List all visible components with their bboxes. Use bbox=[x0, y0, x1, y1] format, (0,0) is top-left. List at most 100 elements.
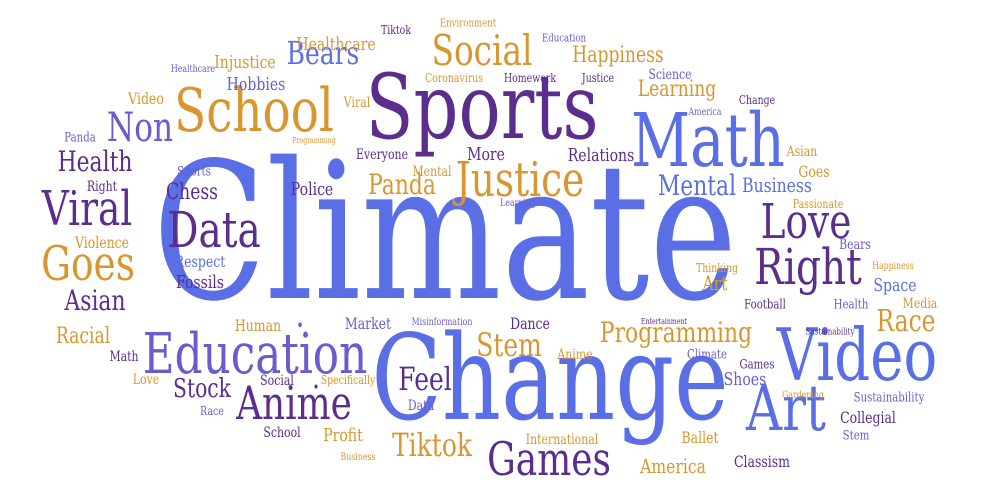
word-coronavirus: Coronavirus bbox=[424, 71, 484, 85]
word-media: Media bbox=[902, 296, 938, 312]
word-education-2: Education bbox=[541, 31, 587, 45]
word-asian: Asian bbox=[64, 284, 126, 317]
word-race: Race bbox=[876, 304, 936, 339]
word-thinking: Thinking bbox=[696, 261, 738, 275]
word-dot-2: • bbox=[312, 380, 320, 396]
word-violence: Violence bbox=[74, 233, 130, 252]
word-health-2: Health bbox=[833, 297, 869, 313]
word-math-2: Math bbox=[109, 349, 139, 365]
word-everyone: Everyone bbox=[355, 147, 409, 163]
word-health: Health bbox=[57, 145, 133, 178]
word-respect: Respect bbox=[174, 252, 226, 271]
word-art: Art bbox=[746, 372, 826, 446]
word-panda: Panda bbox=[368, 168, 436, 201]
word-fossils: Fossils bbox=[175, 272, 225, 293]
word-happiness: Happiness bbox=[572, 43, 664, 68]
word-non: Non bbox=[106, 105, 174, 151]
word-programming-2: Programming bbox=[292, 136, 336, 145]
word-data: Data bbox=[167, 201, 261, 259]
word-games-2: Games bbox=[739, 357, 775, 373]
word-science: Science bbox=[648, 67, 692, 83]
word-classism: Classism bbox=[733, 452, 791, 471]
word-healthcare-2: Healthcare bbox=[170, 64, 216, 75]
word-viral: Viral bbox=[41, 181, 133, 237]
word-math: Math bbox=[631, 98, 785, 184]
word-feel: Feel bbox=[398, 360, 452, 398]
word-market: Market bbox=[344, 314, 392, 333]
word-stock: Stock bbox=[173, 374, 231, 404]
word-injustice: Injustice bbox=[214, 52, 276, 73]
word-tiktok-2: Tiktok bbox=[381, 23, 411, 37]
word-homework: Homework bbox=[503, 71, 557, 85]
word-programming: Programming bbox=[599, 316, 753, 349]
word-video: Video bbox=[776, 313, 938, 397]
word-mental: Mental bbox=[657, 169, 737, 202]
word-stem-2: Stem bbox=[842, 428, 870, 444]
word-art-2: Art bbox=[702, 271, 728, 295]
word-environment: Environment bbox=[439, 16, 497, 30]
word-anime: Anime bbox=[236, 376, 352, 430]
word-love: Love bbox=[760, 194, 852, 250]
word-social: Social bbox=[431, 26, 533, 75]
word-data-2: Data bbox=[407, 398, 435, 414]
word-asian-2: Asian bbox=[786, 144, 818, 160]
word-more: More bbox=[467, 144, 505, 165]
word-dance: Dance bbox=[510, 314, 550, 333]
word-climate-2: Climate bbox=[687, 347, 727, 363]
word-bears-2: Bears bbox=[839, 237, 871, 253]
word-love-2: Love bbox=[132, 372, 160, 388]
word-justice: Justice bbox=[455, 152, 585, 208]
word-education: Education bbox=[142, 322, 368, 387]
word-sports-2: Sports bbox=[177, 164, 211, 180]
word-video-2: Video bbox=[128, 89, 164, 108]
word-sports: Sports bbox=[365, 55, 599, 160]
word-school: School bbox=[174, 76, 334, 146]
word-anime-2: Anime bbox=[557, 347, 593, 363]
word-school-2: School bbox=[263, 425, 301, 441]
word-learning-2: Learning bbox=[500, 198, 536, 209]
word-profit: Profit bbox=[323, 425, 363, 446]
word-games: Games bbox=[487, 432, 611, 486]
word-mental-2: Mental bbox=[412, 164, 452, 180]
word-business: Business bbox=[742, 173, 812, 197]
word-healthcare: Healthcare bbox=[296, 34, 376, 55]
word-panda-2: Panda bbox=[64, 130, 96, 146]
word-shoes: Shoes bbox=[723, 369, 767, 390]
word-social-2: Social bbox=[260, 373, 294, 389]
word-police: Police bbox=[290, 179, 334, 200]
word-viral-2: Viral bbox=[343, 95, 371, 111]
word-stem: Stem bbox=[476, 326, 542, 364]
word-sustainability: Sustainability bbox=[805, 327, 855, 338]
word-right: Right bbox=[754, 238, 862, 296]
word-race-2: Race bbox=[200, 404, 224, 418]
word-sustainability-2: Sustainability bbox=[853, 390, 925, 406]
word-international: International bbox=[525, 432, 599, 448]
word-justice-2: Justice bbox=[581, 71, 615, 85]
word-right-2: Right bbox=[86, 179, 118, 195]
word-learning: Learning bbox=[637, 77, 717, 102]
word-change-2: Change bbox=[738, 93, 776, 107]
word-racial: Racial bbox=[55, 324, 111, 349]
word-entertainment: Entertainment bbox=[640, 317, 688, 326]
word-hobbies: Hobbies bbox=[226, 74, 286, 95]
word-tiktok: Tiktok bbox=[392, 426, 472, 464]
word-collegial: Collegial bbox=[840, 408, 896, 427]
word-misinformation: Misinformation bbox=[411, 317, 473, 328]
word-business-2: Business bbox=[340, 452, 376, 463]
word-football: Football bbox=[744, 297, 786, 313]
word-goes: Goes bbox=[41, 236, 135, 292]
word-gardening: Gardening bbox=[782, 390, 824, 401]
word-passionate: Passionate bbox=[792, 197, 844, 211]
word-america-2: America bbox=[688, 107, 722, 118]
word-america: America bbox=[640, 454, 706, 478]
word-dot-1: • bbox=[296, 316, 304, 335]
word-space: Space bbox=[873, 275, 917, 296]
word-change: Change bbox=[371, 309, 729, 447]
word-bears: Bears bbox=[286, 34, 360, 72]
word-climate: Climate bbox=[152, 122, 738, 343]
word-goes-2: Goes bbox=[798, 162, 830, 181]
word-relations: Relations bbox=[567, 145, 635, 166]
word-specifically: Specifically bbox=[320, 373, 376, 387]
word-ballet: Ballet bbox=[681, 428, 719, 447]
word-happiness-2: Happiness bbox=[872, 261, 914, 272]
